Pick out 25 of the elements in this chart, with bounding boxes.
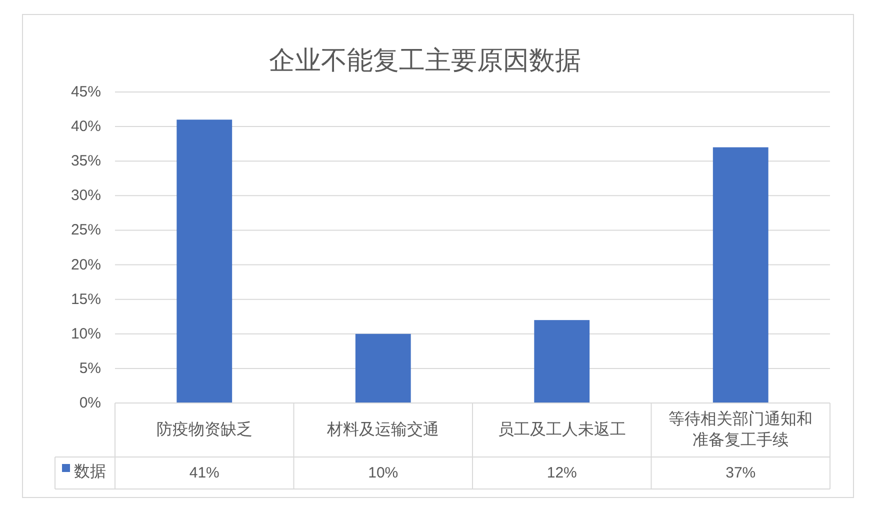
y-tick-label: 40%	[70, 118, 101, 136]
x-tick-label: 材料及运输交通	[326, 420, 440, 438]
bar	[534, 320, 590, 403]
bar	[176, 120, 232, 403]
y-tick-label: 35%	[70, 152, 101, 170]
y-tick-label: 25%	[70, 222, 101, 239]
y-tick-label: 30%	[70, 187, 101, 204]
x-tick-label: 员工及工人未返工	[498, 420, 626, 438]
y-tick-label: 15%	[70, 290, 101, 308]
legend-label: 数据	[74, 464, 106, 480]
y-tick-label: 5%	[79, 360, 101, 377]
data-label: 37%	[726, 464, 756, 482]
bar	[355, 334, 411, 403]
y-tick-label: 20%	[70, 256, 101, 274]
x-tick-label: 防疫物资缺乏	[156, 420, 252, 438]
x-tick-label: 等待相关部门通知和准备复工手续	[668, 410, 813, 449]
data-label: 41%	[189, 464, 220, 482]
legend: 数据	[62, 464, 106, 480]
title: 企业不能复工主要原因数据	[269, 45, 581, 75]
data-label: 10%	[368, 464, 398, 482]
bar	[712, 147, 768, 403]
y-tick-label: 0%	[79, 394, 101, 412]
data-label: 12%	[546, 464, 577, 482]
y-tick-label: 10%	[70, 325, 101, 342]
y-tick-label: 45%	[70, 84, 101, 100]
